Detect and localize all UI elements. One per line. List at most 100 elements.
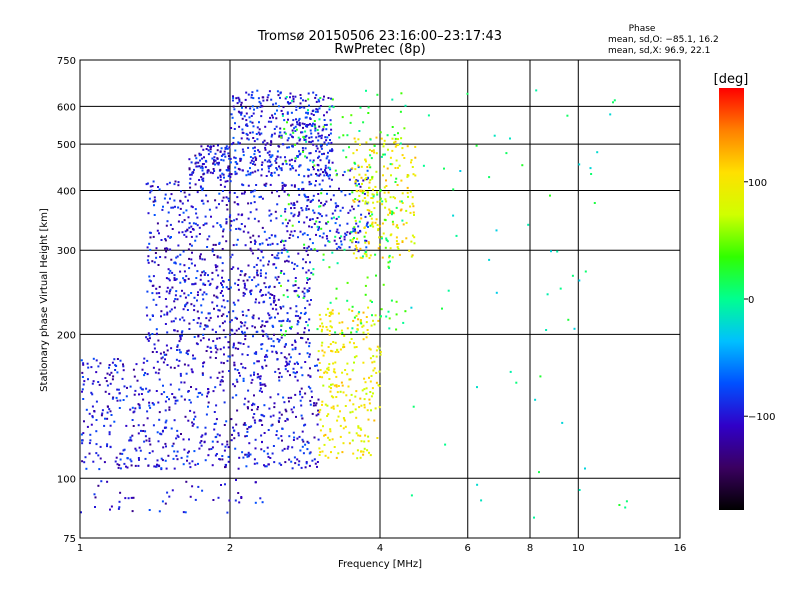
data-point [274,316,276,319]
data-point [158,510,161,513]
data-point [401,147,404,150]
data-point [130,496,133,499]
data-point [229,321,232,323]
data-point [316,465,318,468]
data-point [299,138,302,141]
data-point [379,190,382,192]
data-point [97,454,100,457]
data-point [126,457,129,460]
data-point [284,260,286,263]
data-point [257,317,260,320]
data-point [328,385,331,388]
data-point [332,362,335,365]
data-point [186,350,189,353]
data-point [253,373,255,376]
data-point [242,184,245,187]
data-point [355,257,358,260]
data-point [395,177,398,180]
data-point [277,105,280,108]
data-point [323,174,326,177]
data-point [176,429,179,432]
data-point [362,453,365,456]
data-point [351,191,354,194]
data-point [248,453,251,456]
data-point [280,270,283,272]
data-point [385,239,388,241]
data-point [310,182,313,185]
data-point [244,338,247,341]
data-point [91,382,94,385]
data-point [292,284,295,287]
data-point [214,163,216,166]
data-point [313,222,316,225]
data-point [452,214,455,217]
data-point [232,141,235,144]
data-point [222,329,225,332]
data-point [165,344,168,347]
data-point [356,457,359,460]
data-point [459,170,462,172]
data-point [123,462,126,465]
data-point [280,352,283,355]
data-point [281,114,284,117]
data-point [334,361,337,364]
data-point [407,195,409,198]
data-point [315,173,318,175]
data-point [191,460,194,463]
data-point [351,410,354,413]
data-point [330,150,333,153]
data-point [362,179,365,182]
data-point [187,349,190,352]
data-point [328,177,331,180]
data-point [350,338,353,340]
data-point [314,125,317,128]
data-point [330,217,333,220]
data-point [342,149,345,152]
data-point [95,430,98,433]
data-point [333,239,336,242]
data-point [356,324,359,327]
data-point [378,347,381,350]
data-point [259,382,262,384]
colorbar-label: [deg] [714,72,749,87]
data-point [113,420,116,423]
data-point [337,215,340,218]
data-point [202,270,205,273]
data-point [254,170,257,173]
data-point [81,460,84,463]
data-point [137,424,140,427]
data-point [243,403,246,406]
data-point [388,254,391,257]
data-point [317,135,320,138]
data-point [145,439,148,442]
data-point [254,301,257,304]
data-point [375,381,378,384]
data-point [213,156,216,159]
data-point [357,425,360,428]
y-tick-label: 300 [57,246,76,257]
data-point [266,452,269,455]
data-point [276,278,279,281]
data-point [127,497,130,500]
data-point [397,248,400,250]
data-point [331,350,334,353]
data-point [271,191,273,194]
data-point [199,257,202,260]
data-point [328,108,331,111]
data-point [261,501,264,504]
data-point [360,213,363,216]
data-point [225,145,228,148]
data-point [342,343,345,346]
data-point [365,316,368,318]
data-point [261,197,264,200]
data-point [365,89,367,92]
data-point [164,323,167,325]
data-point [95,443,98,446]
data-point [334,235,337,238]
data-point [287,222,289,225]
data-point [223,185,226,188]
data-point [270,163,273,166]
data-point [322,98,325,101]
data-point [169,383,172,386]
data-point [301,417,304,420]
